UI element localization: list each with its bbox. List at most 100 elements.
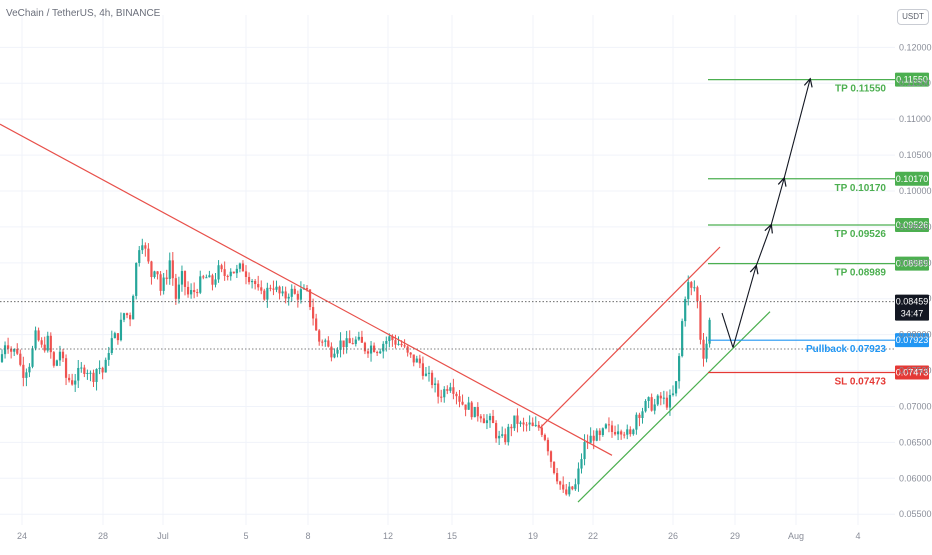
level-price-tag: 0.10170 xyxy=(895,171,929,186)
projection-arrows xyxy=(721,80,810,348)
candle xyxy=(366,349,370,358)
y-tick-label: 0.11000 xyxy=(899,114,931,124)
y-tick-label: 0.11500 xyxy=(899,78,931,88)
candle xyxy=(19,349,22,367)
candle xyxy=(156,271,159,280)
candle xyxy=(232,271,235,274)
candle xyxy=(641,407,644,424)
projection-arrow[interactable] xyxy=(755,225,771,267)
candle xyxy=(260,280,263,295)
candle xyxy=(369,341,373,362)
svg-text:0.11550: 0.11550 xyxy=(896,75,928,85)
candle xyxy=(650,393,653,412)
candle xyxy=(214,273,217,288)
candle xyxy=(241,260,245,272)
candle xyxy=(287,293,290,306)
time-axis[interactable]: 24 28 Jul 5 8 12 15 19 22 26 29 Aug 4 xyxy=(17,531,861,541)
projection-arrow[interactable] xyxy=(783,80,810,179)
candle xyxy=(485,414,489,430)
candle xyxy=(162,273,165,295)
x-tick-label: 19 xyxy=(528,531,538,541)
candle xyxy=(427,365,431,382)
candle xyxy=(293,285,296,295)
candle xyxy=(488,413,492,428)
candle xyxy=(113,331,116,339)
channel-upper-line[interactable] xyxy=(539,246,721,429)
candle xyxy=(330,342,333,362)
x-tick-label: 8 xyxy=(305,531,310,541)
candle xyxy=(43,336,46,353)
candle xyxy=(684,296,687,327)
candle xyxy=(440,389,443,403)
candle xyxy=(180,265,184,292)
x-tick-label: 15 xyxy=(447,531,457,541)
candle xyxy=(461,394,464,406)
candle xyxy=(674,380,678,397)
svg-text:0.07923: 0.07923 xyxy=(896,335,929,345)
candle xyxy=(705,336,708,363)
candle xyxy=(467,396,470,410)
price-axis[interactable]: 0.12000 0.11500 0.11000 0.10500 0.10000 0.095… xyxy=(895,42,932,519)
candle xyxy=(269,284,272,292)
candle xyxy=(409,352,412,358)
candle xyxy=(556,467,559,485)
x-tick-label: 5 xyxy=(243,531,248,541)
candle xyxy=(559,480,562,490)
candle xyxy=(598,428,601,441)
candle xyxy=(92,369,95,388)
channel-lower-line[interactable] xyxy=(577,311,771,503)
candle xyxy=(373,342,376,353)
candle xyxy=(223,261,226,281)
candle xyxy=(482,414,485,424)
candle xyxy=(217,260,220,283)
candle xyxy=(519,420,522,427)
svg-text:0.10170: 0.10170 xyxy=(896,174,929,184)
projection-arrow[interactable] xyxy=(721,312,734,348)
candle xyxy=(107,346,110,366)
candle xyxy=(607,417,611,433)
y-tick-label: 0.10000 xyxy=(899,186,932,196)
projection-arrow[interactable] xyxy=(732,266,756,348)
level-price-tag: 0.07473 xyxy=(895,365,929,380)
currency-button[interactable]: USDT xyxy=(897,9,929,25)
candle xyxy=(476,402,479,422)
candle xyxy=(424,367,428,377)
level-label: TP 0.11550 xyxy=(835,84,886,95)
candle xyxy=(470,400,473,420)
candle xyxy=(504,428,507,445)
candle xyxy=(13,348,16,357)
x-tick-label: 26 xyxy=(668,531,678,541)
candle xyxy=(281,286,284,297)
candle xyxy=(479,414,482,423)
candle xyxy=(34,326,37,351)
projection-arrow[interactable] xyxy=(770,179,784,226)
candle xyxy=(37,327,40,342)
candle xyxy=(125,312,129,319)
candle xyxy=(495,420,498,443)
candle xyxy=(430,370,434,389)
candle xyxy=(220,263,223,273)
trendlines xyxy=(0,123,771,503)
candle xyxy=(671,385,675,397)
candle xyxy=(546,437,550,456)
y-tick-label: 0.10500 xyxy=(899,150,932,160)
downtrend-line[interactable] xyxy=(0,123,613,456)
candle xyxy=(552,461,556,475)
candle xyxy=(141,238,144,255)
candle xyxy=(681,318,684,358)
candle xyxy=(421,356,424,380)
candle xyxy=(415,355,418,363)
candle xyxy=(632,428,635,436)
y-tick-label: 0.09000 xyxy=(899,258,932,268)
candle xyxy=(272,280,275,296)
candle xyxy=(49,332,52,359)
candle xyxy=(190,283,193,299)
candle xyxy=(665,391,668,410)
candle xyxy=(528,415,531,431)
candle xyxy=(129,312,132,327)
candle xyxy=(205,274,208,279)
candle xyxy=(397,336,400,346)
candle xyxy=(3,341,7,359)
